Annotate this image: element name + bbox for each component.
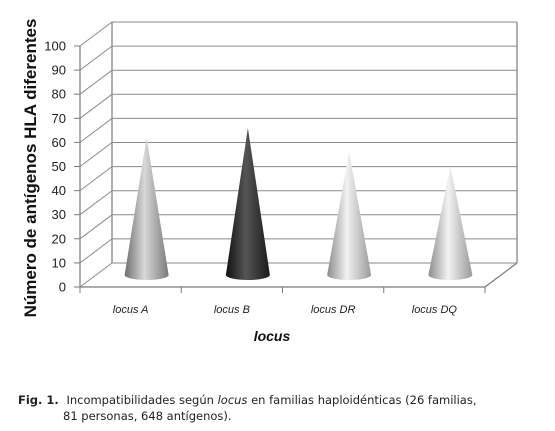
- gridline: [79, 117, 517, 143]
- cone-body: [225, 127, 270, 281]
- y-tick-label: 0: [59, 280, 66, 295]
- y-tick-label: 90: [52, 63, 66, 78]
- figure-caption: Fig. 1. Incompatibilidades según locus e…: [18, 392, 548, 424]
- y-tick-label: 20: [52, 231, 66, 246]
- y-tick-labels: 0 10 20 30 40 50 60 70 80 90 100: [44, 39, 80, 295]
- gridline: [79, 214, 517, 240]
- caption-text-before: Incompatibilidades según: [66, 393, 214, 407]
- y-tick-label: 50: [52, 159, 66, 174]
- gridline: [79, 45, 517, 71]
- y-axis-title: Número de antígenos HLA diferentes: [21, 19, 40, 318]
- y-tick-label: 60: [52, 135, 66, 150]
- category-label: locus B: [214, 304, 250, 316]
- gridline: [79, 166, 517, 192]
- y-tick-label: 80: [52, 87, 66, 102]
- gridline: [79, 262, 517, 288]
- x-axis-title: locus: [254, 328, 291, 344]
- gridlines: [79, 21, 517, 288]
- category-label: locus DR: [311, 304, 356, 316]
- cone-body: [327, 152, 372, 280]
- caption-text-italic: locus: [217, 393, 248, 407]
- gridline: [79, 69, 517, 95]
- y-tick-label: 30: [52, 207, 66, 222]
- cone-body: [428, 166, 473, 280]
- y-tick-label: 100: [44, 39, 66, 54]
- caption-line-2: 81 personas, 648 antígenos).: [63, 409, 232, 423]
- gridline: [79, 93, 517, 119]
- y-tick-label: 70: [52, 111, 66, 126]
- cone-locus-dq: [428, 166, 473, 280]
- gridline: [79, 238, 517, 264]
- caption-label: Fig. 1.: [18, 393, 59, 407]
- gridline: [79, 142, 517, 167]
- cone-locus-a: [124, 137, 169, 280]
- category-label: locus DQ: [412, 304, 458, 316]
- y-tick-label: 10: [52, 255, 66, 270]
- cone-body: [124, 137, 169, 280]
- caption-text-after: en familias haploidénticas (26 familias,: [251, 393, 477, 407]
- y-tick-label: 40: [52, 183, 66, 198]
- category-label: locus A: [113, 304, 149, 316]
- gridline: [79, 190, 517, 216]
- gridline: [79, 21, 517, 47]
- category-labels: locus A locus B locus DR locus DQ: [79, 287, 486, 316]
- cone-locus-dr: [327, 152, 372, 280]
- floor-right-edge: [484, 262, 518, 288]
- cones: [124, 127, 473, 281]
- cone-locus-b: [225, 127, 270, 281]
